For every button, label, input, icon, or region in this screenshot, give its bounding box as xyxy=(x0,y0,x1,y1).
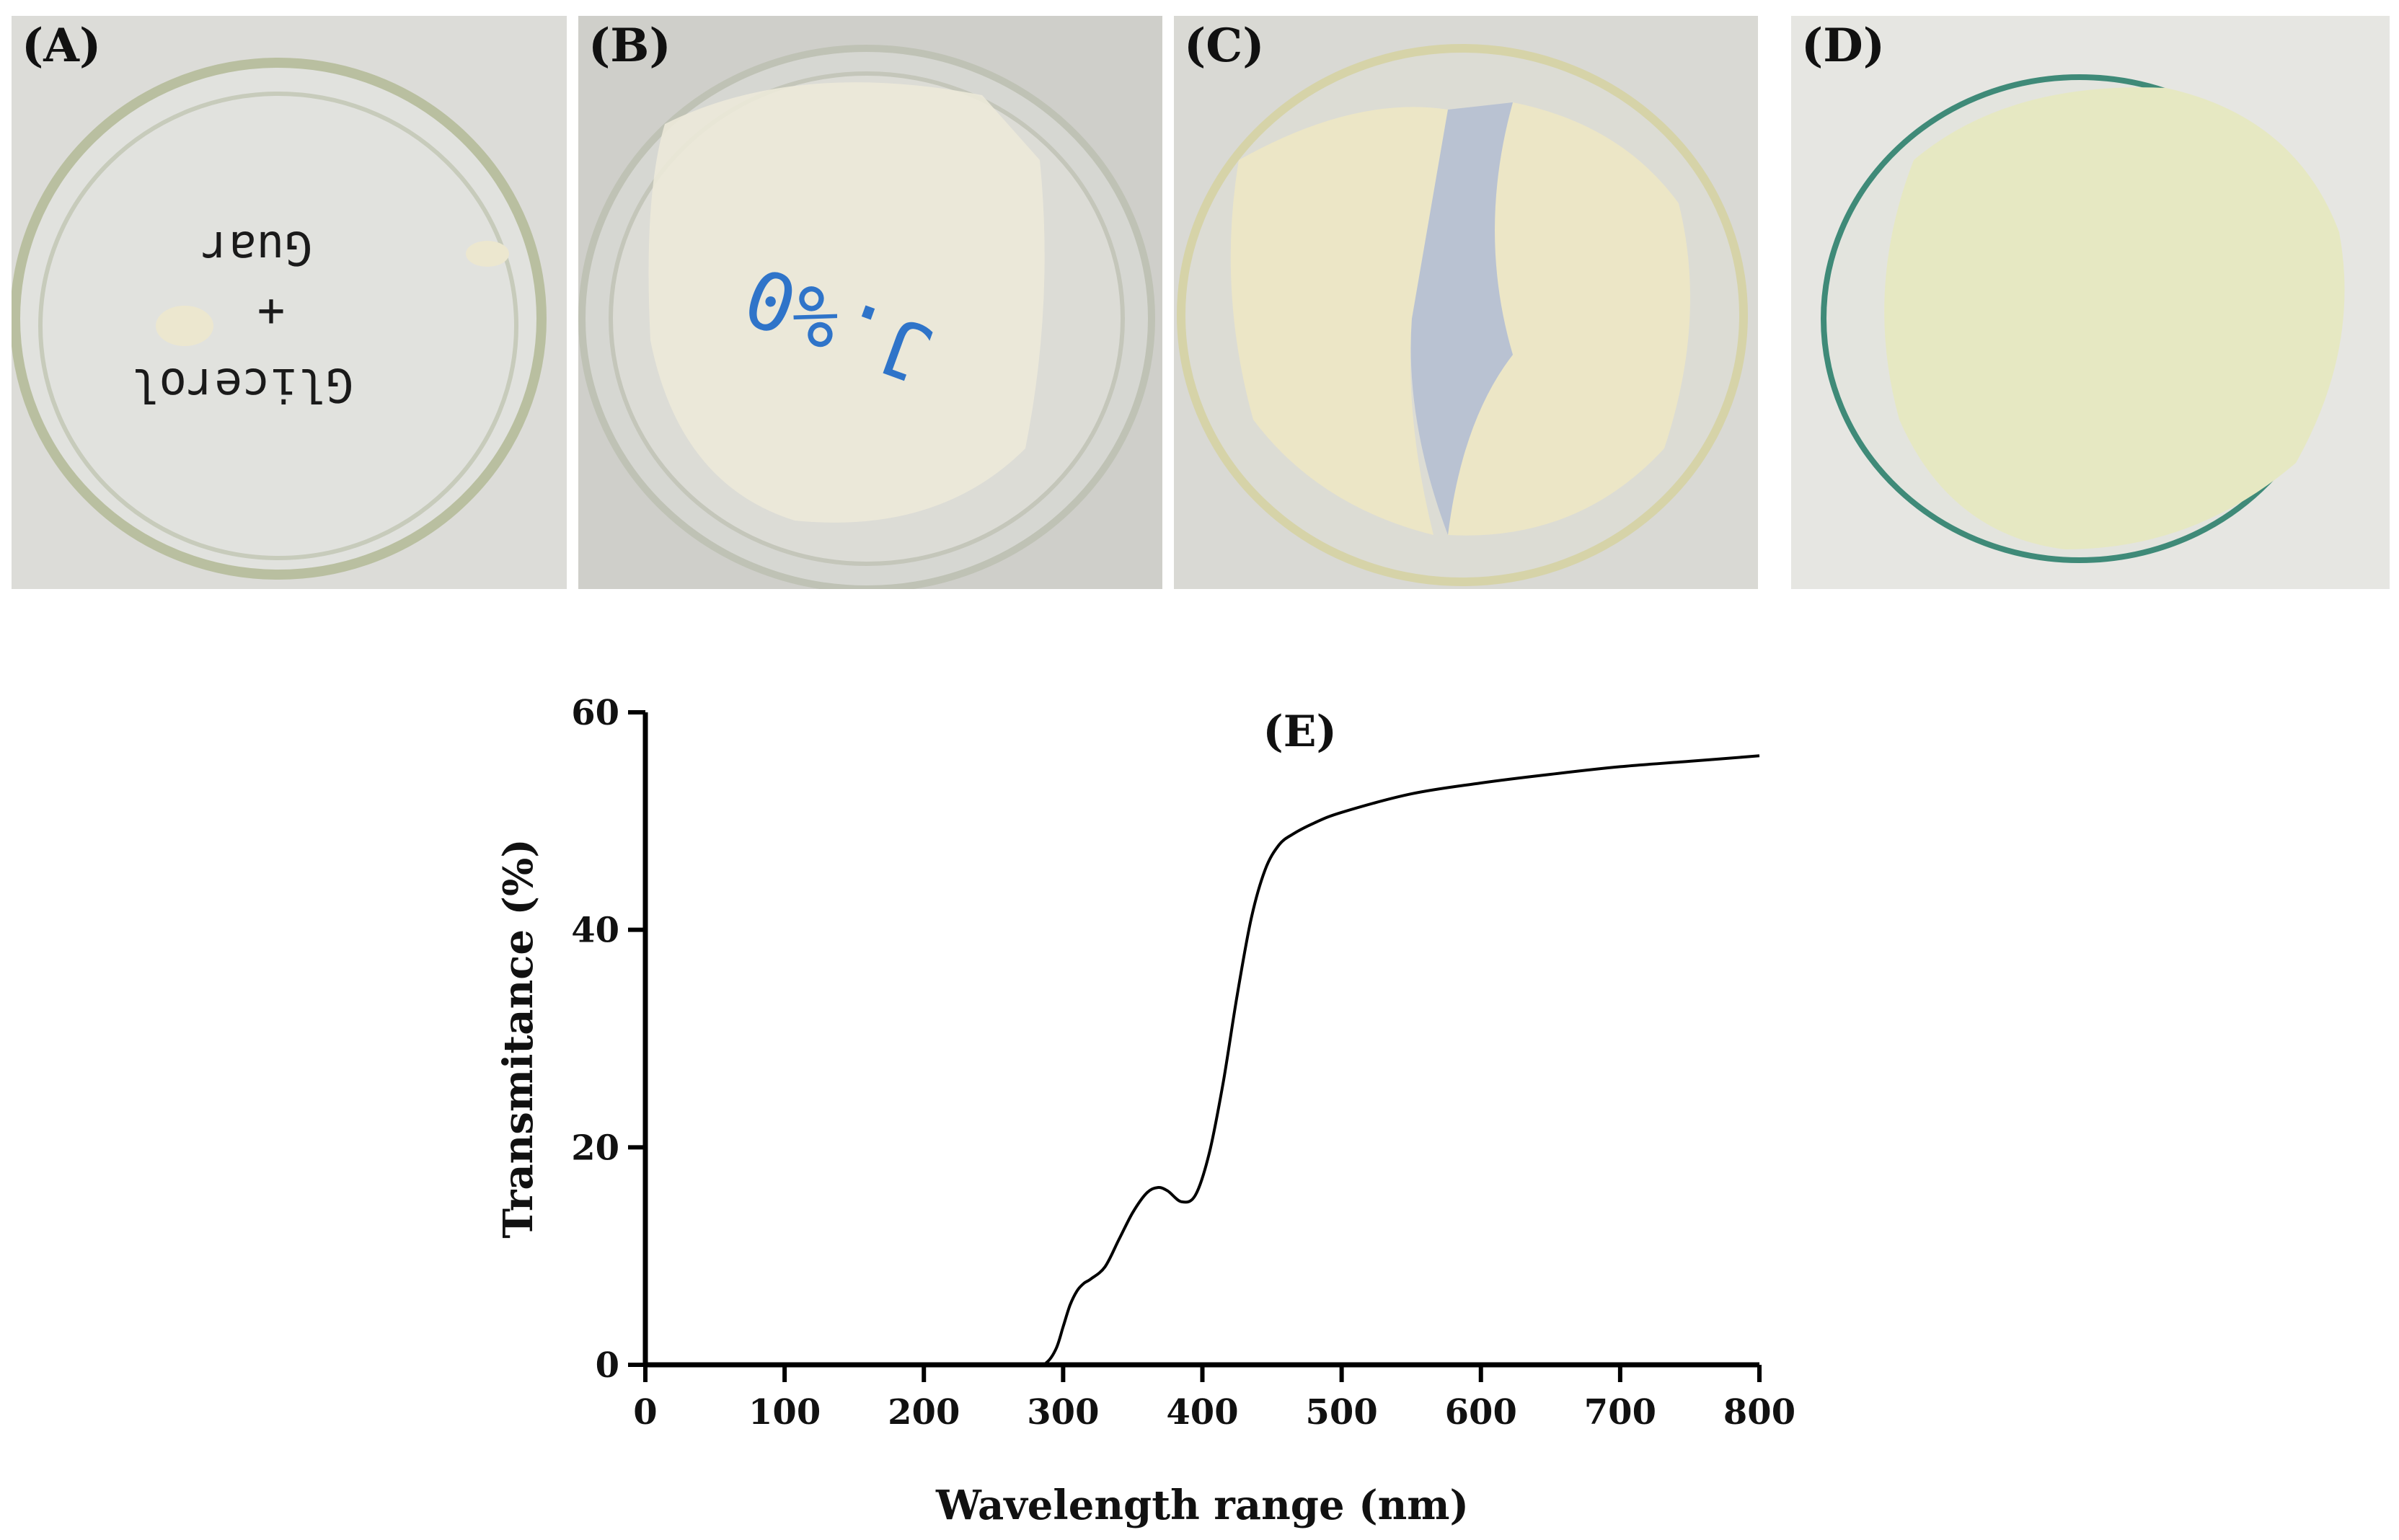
film-sheet xyxy=(648,82,1045,523)
handwriting-line: + xyxy=(257,284,286,337)
y-tick-label: 20 xyxy=(571,1128,619,1168)
dish-inner-rim xyxy=(38,92,518,560)
x-tick-label: 500 xyxy=(1306,1392,1378,1433)
residue-spot xyxy=(156,306,213,346)
panel-label-b: (B) xyxy=(588,19,671,73)
y-tick-label: 40 xyxy=(571,911,619,951)
petri-dish-photo-b: J.%0 xyxy=(578,16,1162,589)
film-fragment-right xyxy=(1448,102,1690,536)
petri-dish-photo-c xyxy=(1174,16,1758,589)
film-sheet xyxy=(1884,87,2345,549)
x-tick-label: 400 xyxy=(1166,1392,1238,1433)
x-tick-label: 0 xyxy=(633,1392,657,1433)
panel-label-d: (D) xyxy=(1801,19,1886,73)
residue-spot xyxy=(466,241,509,267)
x-tick-label: 300 xyxy=(1027,1392,1099,1433)
y-axis-title: Transmitance (%) xyxy=(495,838,542,1238)
panel-label-a: (A) xyxy=(22,19,102,73)
chart-axes xyxy=(642,712,1759,1368)
x-tick-label: 800 xyxy=(1723,1392,1795,1433)
photo-panel-a: Guar + Glicerol (A) xyxy=(12,16,567,589)
photo-panel-d: (D) xyxy=(1791,16,2390,589)
chart-ticks: 0 100 200 300 400 500 600 700 800 0 20 40 60 xyxy=(571,693,1795,1433)
film-fragment-left xyxy=(1230,107,1448,535)
y-tick-label: 60 xyxy=(571,693,619,733)
x-tick-label: 100 xyxy=(748,1392,821,1433)
y-tick-label: 0 xyxy=(596,1345,619,1386)
handwriting-line: Glicerol xyxy=(131,358,353,411)
transmittance-curve xyxy=(645,754,1760,1367)
x-tick-label: 700 xyxy=(1584,1392,1656,1433)
film-crack xyxy=(1410,102,1513,535)
petri-dish-photo-a: Guar + Glicerol xyxy=(12,16,567,589)
petri-dish-photo-d xyxy=(1791,16,2390,589)
photo-panel-b: J.%0 (B) xyxy=(578,16,1162,589)
handwriting-line: Guar xyxy=(201,221,312,274)
x-axis-title: Wavelength range (nm) xyxy=(935,1482,1469,1529)
panel-label-c: (C) xyxy=(1184,19,1265,73)
photo-panel-c: (C) xyxy=(1174,16,1758,589)
chart-panel-label: (E) xyxy=(1263,707,1337,757)
x-tick-label: 600 xyxy=(1445,1392,1517,1433)
x-tick-label: 200 xyxy=(888,1392,960,1433)
dish-outer-rim xyxy=(12,58,547,580)
